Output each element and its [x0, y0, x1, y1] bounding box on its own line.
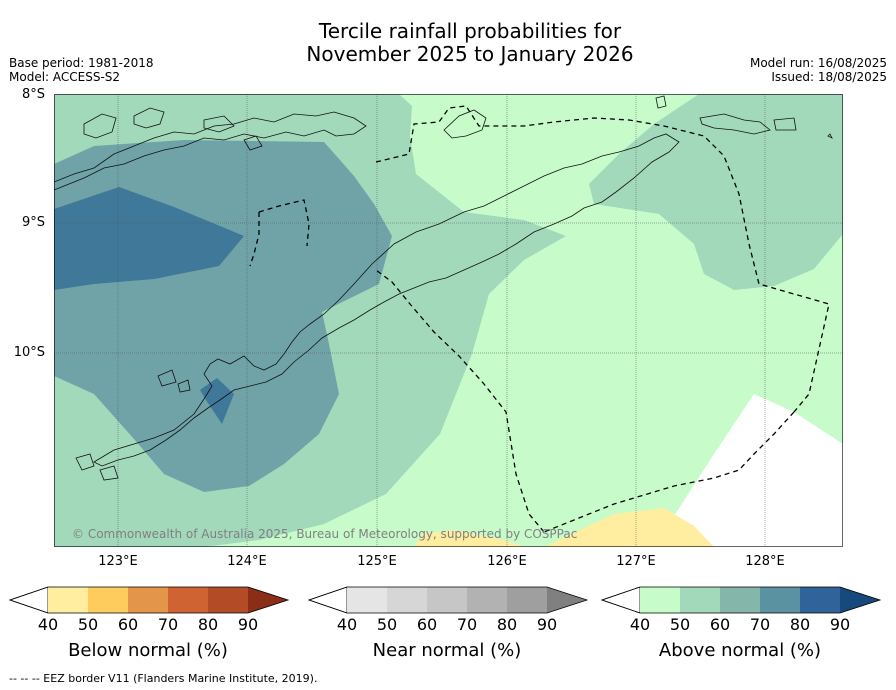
below-tick-50: 50: [77, 615, 99, 634]
zone-above-70-a: [54, 187, 244, 290]
lat-label-8s: 8°S: [21, 87, 45, 102]
colorbar-near-swatch-1: [387, 587, 427, 613]
below-tick-60: 60: [117, 615, 139, 634]
map-title-line1: Tercile rainfall probabilities for: [318, 19, 622, 43]
map-title: Tercile rainfall probabilities for Novem…: [0, 20, 896, 66]
near-tick-80: 80: [496, 615, 518, 634]
above-tick-80: 80: [789, 615, 811, 634]
lon-label-128e: 128°E: [745, 554, 785, 569]
below-tick-80: 80: [197, 615, 219, 634]
graticule: [54, 94, 843, 547]
lon-label-127e: 127°E: [616, 554, 656, 569]
near-tick-50: 50: [376, 615, 398, 634]
zone-above-70-b: [200, 378, 234, 424]
below-normal-title: Below normal (%): [68, 640, 228, 661]
zone-below-40-b: [544, 508, 714, 547]
above-normal-title: Above normal (%): [658, 640, 822, 661]
model-name: Model: ACCESS-S2: [9, 70, 121, 84]
colorbar-below-lower-extend: [8, 586, 49, 614]
colorbar-below-swatch-3: [168, 587, 208, 613]
colorbar-near-lower-extend: [307, 586, 348, 614]
zone-no-signal: [654, 394, 843, 547]
above-tick-60: 60: [709, 615, 731, 634]
below-tick-90: 90: [237, 615, 259, 634]
map-title-line2: November 2025 to January 2026: [306, 42, 634, 66]
colorbar-above-lower-extend: [600, 586, 641, 614]
eez-border: [249, 105, 830, 533]
colorbar-near-swatch-0: [347, 587, 387, 613]
colorbar-below-swatch-2: [128, 587, 168, 613]
eez-footnote: -- -- -- EEZ border V11 (Flanders Marine…: [9, 672, 318, 685]
meta-left: Base period: 1981-2018 Model: ACCESS-S2: [9, 56, 154, 84]
copyright-text: © Commonwealth of Australia 2025, Bureau…: [72, 527, 577, 541]
above-tick-70: 70: [749, 615, 771, 634]
colorbar-above: [600, 586, 882, 614]
lon-label-124e: 124°E: [227, 554, 267, 569]
below-tick-40: 40: [37, 615, 59, 634]
colorbar-above-swatch-4: [800, 587, 840, 613]
colorbar-below-swatch-1: [88, 587, 128, 613]
colorbar-near-swatch-2: [427, 587, 467, 613]
model-run: Model run: 16/08/2025: [749, 56, 887, 70]
rainfall-map: © Commonwealth of Australia 2025, Bureau…: [54, 94, 843, 547]
colorbar-above-swatch-2: [720, 587, 760, 613]
zone-below-40-a: [414, 530, 524, 547]
colorbar-above-upper-extend: [840, 587, 880, 613]
meta-right: Model run: 16/08/2025 Issued: 18/08/2025: [750, 56, 887, 84]
colorbar-above-swatch-3: [760, 587, 800, 613]
base-period: Base period: 1981-2018: [9, 56, 154, 70]
map-frame: [54, 94, 843, 547]
above-tick-50: 50: [669, 615, 691, 634]
zone-above-50-east: [589, 94, 843, 290]
above-tick-90: 90: [829, 615, 851, 634]
colorbar-below: [8, 586, 290, 614]
lat-label-10s: 10°S: [13, 345, 45, 360]
below-tick-70: 70: [157, 615, 179, 634]
near-tick-90: 90: [536, 615, 558, 634]
colorbar-below-swatch-4: [208, 587, 248, 613]
colorbar-below-swatch-0: [48, 587, 88, 613]
colorbar-near: [307, 586, 589, 614]
near-normal-title: Near normal (%): [372, 640, 522, 661]
near-tick-40: 40: [336, 615, 358, 634]
lat-label-9s: 9°S: [21, 215, 45, 230]
above-tick-40: 40: [629, 615, 651, 634]
near-tick-60: 60: [416, 615, 438, 634]
near-tick-70: 70: [456, 615, 478, 634]
colorbar-near-swatch-3: [467, 587, 507, 613]
colorbar-below-upper-extend: [248, 587, 288, 613]
coastlines: [54, 95, 833, 481]
lon-label-126e: 126°E: [487, 554, 527, 569]
colorbar-above-swatch-1: [680, 587, 720, 613]
lon-label-125e: 125°E: [357, 554, 397, 569]
colorbar-above-swatch-0: [640, 587, 680, 613]
issued-date: Issued: 18/08/2025: [771, 70, 887, 84]
colorbar-near-upper-extend: [547, 587, 587, 613]
colorbar-near-swatch-4: [507, 587, 547, 613]
lon-label-123e: 123°E: [98, 554, 138, 569]
